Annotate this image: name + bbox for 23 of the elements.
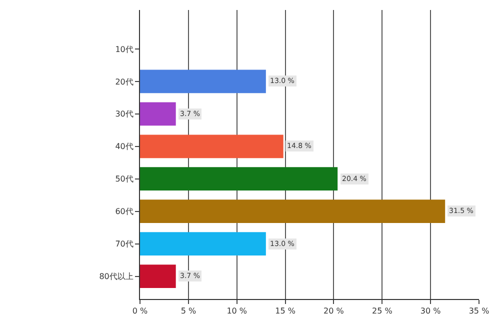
y-tick-label: 10代: [115, 44, 134, 54]
bar: [140, 134, 284, 158]
bar: [140, 264, 176, 288]
y-tick-label: 30代: [115, 110, 134, 119]
x-tick-label: 25 %: [372, 306, 393, 316]
x-tick-label: 15 %: [275, 306, 296, 316]
bar: [140, 232, 266, 256]
x-tick-label: 30 %: [420, 306, 442, 316]
bar: [140, 167, 338, 191]
y-tick-label: 80代以上: [99, 272, 134, 282]
y-tick-label: 70代: [115, 240, 134, 249]
y-tick-label: 20代: [115, 77, 134, 86]
bar: [140, 102, 176, 126]
x-tick-label: 5 %: [180, 306, 196, 316]
x-tick-label: 20 %: [324, 306, 344, 316]
y-tick-label: 40代: [115, 142, 134, 152]
x-tick-label: 35 %: [468, 306, 490, 316]
x-tick-label: 0 %: [132, 306, 148, 316]
y-tick-label: 50代: [115, 174, 134, 184]
x-tick-label: 10 %: [226, 306, 248, 316]
y-tick-label: 60代: [115, 207, 134, 216]
bar: [140, 200, 446, 224]
bar: [140, 70, 266, 94]
